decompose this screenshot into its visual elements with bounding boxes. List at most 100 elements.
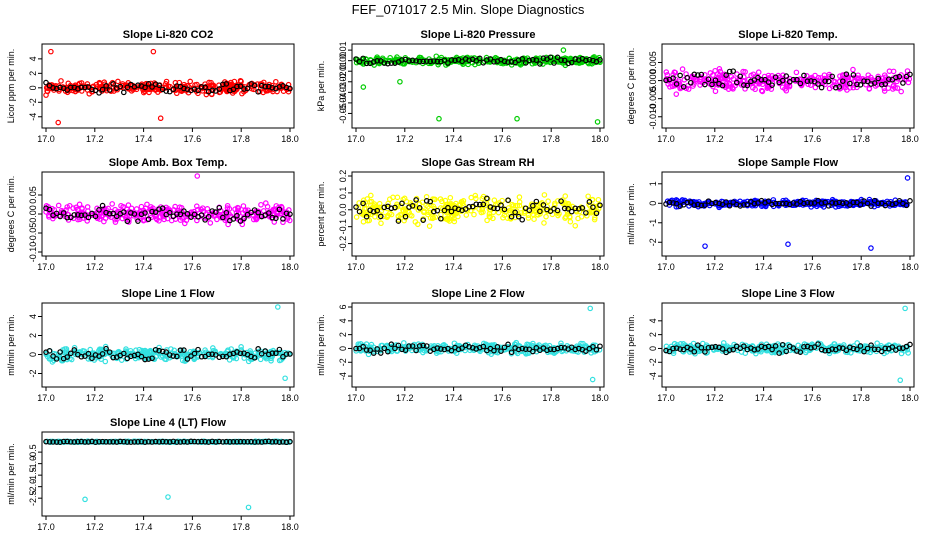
reference-point bbox=[547, 54, 554, 61]
reference-point bbox=[174, 353, 180, 360]
reference-point bbox=[762, 76, 768, 83]
reference-point bbox=[565, 60, 571, 67]
outlier-point bbox=[785, 241, 791, 248]
data-point bbox=[776, 342, 783, 349]
data-point bbox=[176, 353, 182, 359]
reference-point bbox=[135, 218, 141, 224]
data-point bbox=[210, 345, 216, 351]
y-tick-label: -0.03 bbox=[338, 82, 348, 103]
reference-point bbox=[353, 204, 359, 210]
data-point bbox=[455, 213, 461, 220]
reference-point bbox=[262, 348, 269, 354]
reference-point bbox=[262, 438, 269, 445]
reference-point bbox=[103, 439, 109, 445]
reference-point bbox=[737, 73, 744, 80]
reference-point bbox=[519, 56, 526, 62]
data-point bbox=[896, 201, 903, 207]
reference-point bbox=[198, 353, 205, 360]
panel-8: Slope Line 2 Flow 17.0 17.2 17.4 17.6 17.8 18.… bbox=[316, 288, 609, 403]
reference-point bbox=[152, 346, 159, 353]
y-tick-label: -2 bbox=[648, 358, 658, 366]
reference-point bbox=[568, 208, 575, 215]
plot-frame bbox=[351, 302, 605, 388]
reference-point bbox=[776, 200, 782, 207]
reference-point bbox=[896, 198, 903, 204]
reference-point bbox=[744, 201, 751, 208]
data-point bbox=[576, 208, 583, 215]
x-tick-label: 17.2 bbox=[706, 393, 724, 403]
reference-point bbox=[113, 439, 120, 445]
data-point bbox=[257, 356, 264, 363]
panel-2: Slope Li-820 Pressure 17.0 17.2 17.4 17.6 17.… bbox=[316, 29, 609, 144]
reference-point bbox=[434, 207, 441, 214]
data-point bbox=[826, 344, 833, 351]
reference-point bbox=[554, 345, 561, 352]
data-point bbox=[680, 199, 687, 205]
reference-point bbox=[751, 200, 758, 207]
reference-point bbox=[755, 346, 761, 352]
x-tick-label: 17.8 bbox=[852, 134, 870, 144]
reference-point bbox=[808, 78, 814, 84]
data-point bbox=[146, 89, 152, 96]
y-axis-label: degrees C per min. bbox=[6, 176, 16, 253]
reference-point bbox=[202, 438, 208, 445]
reference-point bbox=[765, 343, 772, 350]
reference-point bbox=[406, 343, 412, 349]
outlier-point bbox=[897, 377, 904, 384]
reference-point bbox=[907, 198, 913, 204]
reference-point bbox=[202, 84, 208, 91]
reference-point bbox=[220, 439, 226, 445]
reference-point bbox=[244, 85, 251, 92]
reference-point bbox=[174, 83, 180, 89]
data-point bbox=[531, 207, 538, 214]
data-point bbox=[886, 68, 893, 74]
data-point bbox=[76, 201, 83, 208]
reference-point bbox=[124, 218, 131, 225]
data-point bbox=[451, 202, 457, 209]
data-point bbox=[274, 88, 280, 95]
data-point bbox=[850, 66, 856, 73]
reference-point bbox=[801, 200, 807, 207]
reference-point bbox=[269, 84, 276, 91]
reference-point bbox=[783, 348, 790, 355]
data-point bbox=[758, 87, 765, 94]
x-tick-label: 17.4 bbox=[135, 522, 153, 532]
reference-point bbox=[709, 200, 715, 207]
reference-point bbox=[280, 353, 286, 360]
reference-point bbox=[448, 57, 455, 63]
reference-point bbox=[519, 216, 526, 223]
y-tick-label: 0 bbox=[28, 85, 38, 90]
reference-point bbox=[716, 200, 722, 207]
reference-point bbox=[687, 79, 694, 86]
reference-point bbox=[847, 80, 853, 87]
data-point bbox=[585, 209, 592, 216]
reference-point bbox=[441, 207, 448, 214]
reference-point bbox=[360, 200, 366, 207]
data-point bbox=[235, 205, 242, 212]
x-tick-label: 18.0 bbox=[591, 262, 609, 272]
reference-point bbox=[198, 438, 205, 445]
data-point bbox=[744, 198, 751, 205]
reference-point bbox=[78, 353, 85, 360]
reference-point bbox=[698, 202, 705, 209]
reference-point bbox=[106, 87, 113, 93]
reference-point bbox=[427, 58, 434, 65]
reference-point bbox=[857, 343, 864, 349]
data-point bbox=[163, 204, 169, 211]
reference-point bbox=[558, 57, 564, 63]
data-point bbox=[426, 223, 433, 229]
plot-frame bbox=[661, 171, 915, 257]
reference-point bbox=[825, 203, 832, 209]
reference-point bbox=[434, 345, 441, 351]
reference-point bbox=[459, 345, 465, 351]
y-tick-label: 0.00 bbox=[338, 52, 348, 70]
reference-point bbox=[673, 345, 680, 351]
panel-title: Slope Line 2 Flow bbox=[432, 288, 525, 300]
reference-point bbox=[131, 211, 138, 217]
data-point bbox=[204, 206, 211, 212]
reference-point bbox=[223, 209, 230, 216]
data-point bbox=[905, 79, 912, 86]
reference-point bbox=[501, 206, 508, 213]
outlier-point bbox=[150, 48, 157, 55]
data-point bbox=[209, 354, 216, 361]
